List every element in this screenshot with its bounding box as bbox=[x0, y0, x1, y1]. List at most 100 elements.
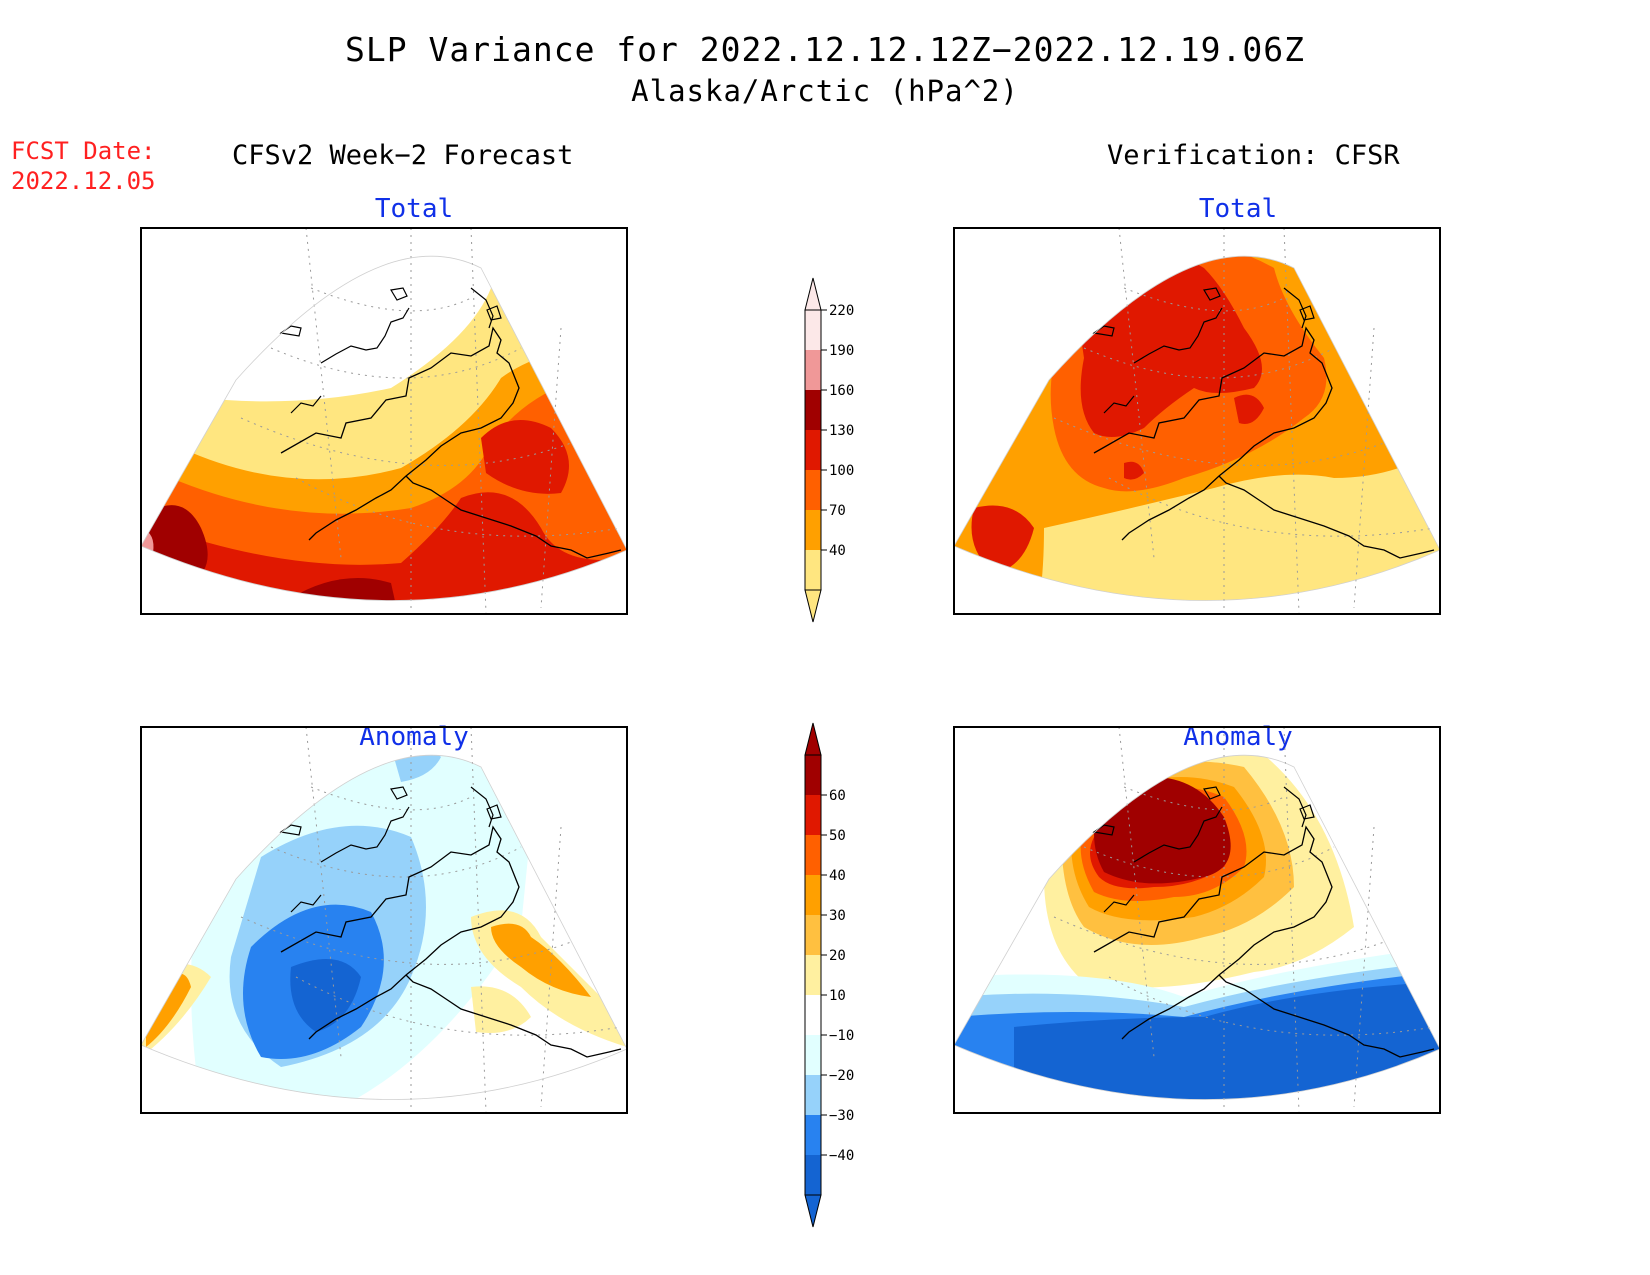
forecast-anomaly-map-contour-7 bbox=[471, 986, 531, 1033]
total-colorbar-segment-1 bbox=[805, 510, 821, 550]
anomaly-colorbar-tick-label-4: 10 bbox=[829, 988, 846, 1004]
forecast-anomaly-map-contour-6 bbox=[491, 923, 591, 997]
total-colorbar-tick-label-3: 130 bbox=[829, 423, 854, 439]
forecast-column-heading: CFSv2 Week−2 Forecast bbox=[232, 140, 574, 171]
grid-line-0 bbox=[295, 976, 622, 1036]
coastline bbox=[280, 326, 622, 559]
total-colorbar-tick-label-4: 160 bbox=[829, 383, 854, 399]
coastline-islands bbox=[1092, 287, 1315, 414]
verification-total-map-fill bbox=[954, 256, 1440, 601]
forecast-total-map-sector-edge bbox=[140, 255, 628, 601]
anomaly-colorbar-tick-label-2: −20 bbox=[829, 1068, 854, 1084]
grid-line-0 bbox=[1108, 477, 1435, 537]
fcst-date-label: FCST Date: bbox=[11, 137, 156, 165]
anomaly-colorbar-segment-4 bbox=[805, 995, 821, 1035]
verification-total-map-contour-4 bbox=[971, 505, 1034, 573]
verification-anomaly-map-fill bbox=[954, 755, 1440, 1100]
total-colorbar-outline bbox=[804, 309, 822, 591]
coastline bbox=[1093, 326, 1435, 559]
verification-total-map bbox=[953, 227, 1441, 615]
coastline-islands bbox=[279, 786, 502, 913]
grid-line-7 bbox=[1353, 327, 1375, 609]
total-colorbar-segment-2 bbox=[805, 470, 821, 510]
grid-line-0 bbox=[295, 477, 622, 537]
grid-line-6 bbox=[1283, 726, 1300, 1113]
anomaly-colorbar-tick-label-6: 30 bbox=[829, 908, 846, 924]
grid-line-1 bbox=[1053, 916, 1385, 965]
coastline-islands bbox=[279, 287, 502, 414]
forecast-anomaly-map bbox=[140, 726, 628, 1114]
anomaly-colorbar-segment-1 bbox=[805, 1115, 821, 1155]
anomaly-colorbar-tick-label-5: 20 bbox=[829, 948, 846, 964]
grid-line-1 bbox=[240, 417, 572, 466]
fcst-date: FCST Date: 2022.12.05 bbox=[11, 136, 156, 196]
forecast-anomaly-map-frame bbox=[140, 726, 628, 1114]
forecast-total-map-fill bbox=[141, 256, 627, 601]
grid-line-6 bbox=[1283, 227, 1300, 614]
grid-line-7 bbox=[540, 327, 562, 609]
verification-anomaly-map bbox=[953, 726, 1441, 1114]
total-colorbar-tick-label-2: 100 bbox=[829, 463, 854, 479]
anomaly-colorbar-top-arrow bbox=[804, 722, 822, 756]
total-colorbar-segment-3 bbox=[805, 430, 821, 470]
anomaly-colorbar-tick-label-0: −40 bbox=[829, 1148, 854, 1164]
panels-layer bbox=[140, 227, 1441, 1114]
anomaly-colorbar-segment-0 bbox=[805, 1155, 821, 1195]
anomaly-colorbar-segment-7 bbox=[805, 875, 821, 915]
verification-total-label: Total bbox=[1198, 194, 1278, 224]
verification-anomaly-map-frame bbox=[953, 726, 1441, 1114]
forecast-total-label: Total bbox=[374, 194, 454, 224]
anomaly-colorbar-segment-2 bbox=[805, 1075, 821, 1115]
anomaly-colorbar-segment-10 bbox=[805, 755, 821, 795]
verification-total-map-contour-6 bbox=[1034, 448, 1440, 601]
forecast-total-map-contour-6 bbox=[291, 578, 401, 601]
grid-line-6 bbox=[470, 726, 487, 1113]
total-colorbar-tick-label-0: 40 bbox=[829, 543, 846, 559]
total-colorbar-segment-0 bbox=[805, 550, 821, 590]
anomaly-colorbar-tick-label-3: −10 bbox=[829, 1028, 854, 1044]
verification-anomaly-map-sector-edge bbox=[953, 754, 1441, 1100]
verification-total-map-contour-7 bbox=[1124, 461, 1144, 480]
grid-line-7 bbox=[1353, 826, 1375, 1108]
forecast-anomaly-map-contour-3 bbox=[290, 959, 361, 1032]
total-colorbar-tick-label-5: 190 bbox=[829, 343, 854, 359]
grid-line-3 bbox=[310, 287, 472, 312]
total-colorbar-tick-label-6: 220 bbox=[829, 303, 854, 319]
total-colorbar-bottom-arrow bbox=[804, 589, 822, 623]
forecast-anomaly-map-sector-edge bbox=[140, 754, 628, 1100]
total-colorbar-segment-4 bbox=[805, 390, 821, 430]
anomaly-colorbar-tick-label-8: 50 bbox=[829, 828, 846, 844]
colorbar-anomaly: −40 −30 −20 −10 10 20 30 40 50 60 bbox=[804, 722, 854, 1228]
anomaly-colorbar-segment-6 bbox=[805, 915, 821, 955]
total-colorbar-tick-label-1: 70 bbox=[829, 503, 846, 519]
anomaly-colorbar-bottom-arrow bbox=[804, 1194, 822, 1228]
coastline bbox=[1093, 825, 1435, 1058]
grid-line-3 bbox=[310, 786, 472, 811]
forecast-total-map bbox=[140, 227, 628, 615]
forecast-total-map-contour-4 bbox=[481, 420, 569, 494]
anomaly-colorbar-tick-label-7: 40 bbox=[829, 868, 846, 884]
grid-line-7 bbox=[540, 826, 562, 1108]
colorbar-total: 40 70 100 130 160 190 220 bbox=[804, 277, 854, 623]
grid-line-0 bbox=[1108, 976, 1435, 1036]
verification-column-heading: Verification: CFSR bbox=[1107, 140, 1400, 171]
forecast-anomaly-map-contour-9 bbox=[146, 973, 191, 1047]
anomaly-colorbar-tick-label-9: 60 bbox=[829, 788, 846, 804]
verification-total-map-contour-3 bbox=[1234, 394, 1264, 424]
grid-line-3 bbox=[1123, 786, 1285, 811]
total-colorbar-segment-6 bbox=[805, 310, 821, 350]
sub-title: Alaska/Arctic (hPa^2) bbox=[631, 74, 1019, 108]
grid-line-1 bbox=[240, 916, 572, 965]
verification-total-map-frame bbox=[953, 227, 1441, 615]
anomaly-colorbar-segment-3 bbox=[805, 1035, 821, 1075]
grid-line-6 bbox=[470, 227, 487, 614]
verification-total-map-sector-edge bbox=[953, 255, 1441, 601]
anomaly-colorbar-segment-8 bbox=[805, 835, 821, 875]
forecast-anomaly-map-contour-4 bbox=[391, 755, 441, 782]
forecast-anomaly-map-fill bbox=[141, 755, 627, 1100]
total-colorbar-top-arrow bbox=[804, 277, 822, 311]
grid-line-3 bbox=[1123, 287, 1285, 312]
forecast-total-map-frame bbox=[140, 227, 628, 615]
total-colorbar-segment-5 bbox=[805, 350, 821, 390]
